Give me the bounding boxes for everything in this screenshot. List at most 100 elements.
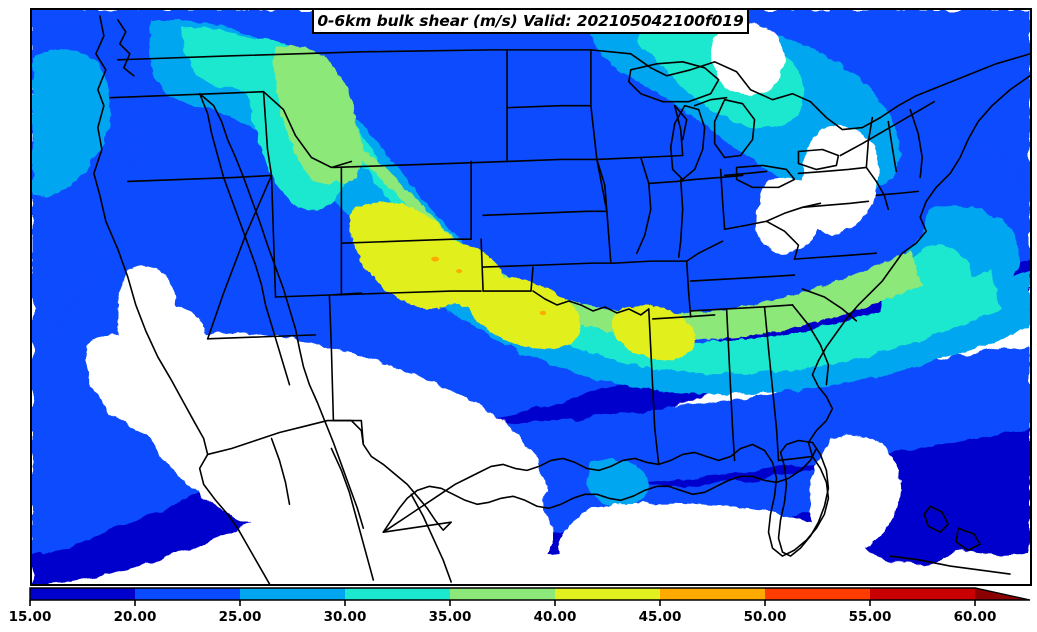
us-canada-border [117,49,1030,131]
ok-tx-panhandle [482,266,534,292]
wa-or-border [109,90,265,99]
mo-ky-river [685,240,724,262]
ar-la-border [651,314,716,320]
colorbar-segment [345,588,451,600]
baja-california [198,92,365,529]
colorbar-tick-label: 25.00 [219,609,262,625]
ne-ia-river [596,158,608,213]
tx-la-vertical [647,308,660,466]
vt-nh-border [887,120,898,173]
co-east-vertical [480,238,484,292]
colorbar-tick-labels: 15.00 20.00 25.00 30.00 35.00 40.00 45.00 50.00… [9,609,997,625]
wy-co-border [340,238,472,244]
shear-band-35-40 [273,44,923,340]
ia-il-river [635,156,652,254]
ny-vt-ma-border [865,116,874,169]
ga-sc-border [791,304,830,386]
colorbar-tick-label: 45.00 [639,609,682,625]
us-mexico-border [206,419,452,533]
lake-erie [735,164,796,189]
colorbar-segment [555,588,661,600]
ma-ct-border [875,190,920,197]
ar-ms-vertical [685,260,692,318]
az-nm-vertical [328,294,335,422]
map-plot-area [30,8,1032,586]
mexico-interior-border [330,447,375,581]
colorbar-swatches [29,587,1031,601]
nd-sd-border [506,104,592,109]
il-in-vertical [677,178,684,258]
lake-huron [713,98,756,159]
wv-pa-border [765,202,822,223]
mt-wy-border [332,160,508,169]
page-title: 0-6km bulk shear (m/s) Valid: 2021050421… [317,12,744,30]
mexico-interior-border-2 [410,493,452,583]
plot-title-box: 0-6km bulk shear (m/s) Valid: 2021050421… [312,8,749,34]
colorbar-tick-label: 50.00 [744,609,787,625]
colorbar-segment [765,588,871,600]
sd-ne-border [506,158,598,163]
puget-sound [117,19,135,77]
oh-mi-border [723,170,768,177]
shear-field-map [32,10,1030,584]
id-mt-border [262,90,353,169]
gulf-coastline [382,447,818,533]
lake-michigan [669,104,706,181]
colorbar-segment [30,588,136,600]
mi-up-lower [693,96,728,107]
ks-mo-vertical [606,210,612,264]
pacific-coastline [93,15,271,584]
colorbar-tick-label: 20.00 [114,609,157,625]
mo-ar-border [614,260,688,264]
lake-ontario [797,148,840,171]
ne-ks-border [482,210,608,217]
cuba [889,555,1011,575]
colorbar-tick-label: 15.00 [9,609,52,625]
colorbar-segment [870,588,976,600]
colorbar-tick-label: 30.00 [324,609,367,625]
gulf-of-california [198,92,291,386]
colorbar-segment [660,588,766,600]
nh-me-border [909,108,924,179]
pa-ny-border [797,166,868,175]
nc-va-border [793,252,878,260]
colorbar-outline [29,587,1031,601]
ky-tn-border [689,274,796,282]
nc-sc-border [801,288,858,322]
mexico-state-line [270,437,291,506]
colorbar-tick-label: 60.00 [954,609,997,625]
nv-az-utah [206,334,317,340]
il-wi-border [647,178,696,185]
or-ca-border [127,174,273,183]
sd-ia-vertical [596,158,608,213]
colorbar-segment [135,588,241,600]
nm-tx-border [332,419,365,446]
id-nv-ut-vertical [262,90,273,177]
ks-ok-border [482,262,616,268]
va-wv-border [765,220,800,260]
tn-ms-al-border [689,304,794,312]
colorbar-tick-label: 40.00 [534,609,577,625]
colorbar-tick-label: 35.00 [429,609,472,625]
bahamas [923,505,949,533]
geographic-boundaries [93,15,1030,584]
bahamas-2 [955,527,981,551]
ga-fl-border [777,455,814,462]
colorbar-ticks [29,600,976,606]
ny-nj-ct [865,166,890,211]
colorbar-segment [240,588,346,600]
lake-superior [628,61,720,103]
florida-peninsula [777,439,830,557]
al-ga-vertical [763,306,780,462]
pa-md-border [801,200,870,209]
ms-al-vertical [725,308,736,462]
in-mi-border [693,174,744,181]
nd-mn-vertical [590,49,598,161]
shear-band-45-50 [431,256,547,316]
st-lawrence-river [839,100,935,157]
ca-nv-border [206,174,273,340]
mn-wi-border [673,104,684,157]
colorbar-svg: 15.00 20.00 25.00 30.00 35.00 40.00 45.00 50.00… [9,587,1031,625]
colorbar-segment [450,588,556,600]
